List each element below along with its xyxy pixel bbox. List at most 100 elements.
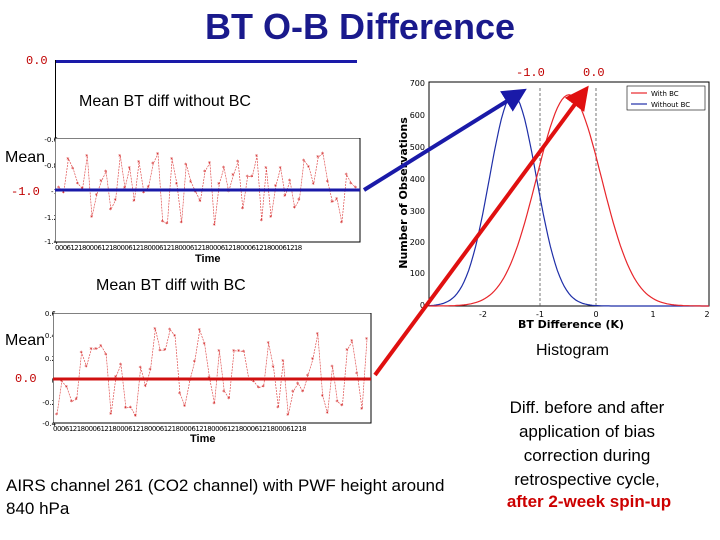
- series-point: *: [307, 165, 310, 172]
- series-point: *: [272, 365, 275, 372]
- series-point: *: [257, 385, 260, 392]
- series-point: *: [279, 165, 282, 172]
- without-bc-timeseries-plot: ********************* ****************** *…: [55, 138, 361, 243]
- series-point: *: [246, 174, 249, 181]
- series-point: *: [360, 407, 363, 414]
- series-point: *: [57, 185, 60, 192]
- series-point: *: [264, 166, 267, 173]
- series-point: *: [217, 181, 220, 188]
- series-point: *: [232, 348, 235, 355]
- series-point: *: [109, 412, 112, 419]
- series-point: *: [316, 154, 319, 161]
- hist-ylabel: Number of Observations: [397, 117, 410, 269]
- series-point: *: [227, 396, 230, 403]
- series-point: *: [104, 169, 107, 176]
- series-point: *: [242, 349, 245, 356]
- arrow-without-bc: [362, 88, 527, 192]
- series-point: *: [89, 346, 92, 353]
- series-point: *: [153, 327, 156, 334]
- series-point: *: [161, 219, 164, 226]
- channel-note: AIRS channel 261 (CO2 channel) with PWF …: [6, 476, 445, 518]
- hist-ytick: 400: [410, 175, 425, 184]
- zero-reference-vertical: [55, 60, 56, 140]
- series-point: *: [183, 403, 186, 410]
- series-point: *: [355, 371, 358, 378]
- series-point: *: [198, 328, 201, 335]
- series-point: *: [194, 189, 197, 196]
- series-point: *: [62, 190, 65, 197]
- histogram-caption: Histogram: [536, 342, 609, 359]
- series-point: *: [90, 214, 93, 221]
- series-point: *: [173, 334, 176, 341]
- hist-ytick: 200: [410, 238, 425, 247]
- series-point: *: [168, 327, 171, 334]
- series-point: *: [222, 389, 225, 396]
- series-point: *: [250, 174, 253, 181]
- series-point: *: [293, 205, 296, 212]
- series-point: *: [144, 384, 147, 391]
- series-point: *: [231, 173, 234, 180]
- hist-xtick: 2: [704, 310, 709, 319]
- series-point: *: [139, 365, 142, 372]
- series-point: *: [331, 364, 334, 371]
- series-point: *: [296, 381, 299, 388]
- diff-note: Diff. before and after application of bi…: [509, 398, 665, 489]
- hist-xtick: 0: [593, 310, 598, 319]
- series-point: *: [178, 391, 181, 398]
- without-bc-xlabel: Time: [195, 253, 221, 265]
- series-point: *: [198, 199, 201, 206]
- series-point: *: [321, 151, 324, 158]
- series-point: *: [283, 193, 286, 200]
- series-point: *: [203, 169, 206, 176]
- series-point: *: [80, 350, 83, 357]
- series-point: *: [147, 185, 150, 192]
- with-bc-mean-value: 0.0: [15, 372, 37, 386]
- series-point: *: [212, 401, 215, 408]
- series-point: *: [262, 384, 265, 391]
- series-point: *: [217, 349, 220, 356]
- series-point: *: [193, 359, 196, 366]
- series-point: *: [175, 181, 178, 188]
- series-point: *: [267, 341, 270, 348]
- series-point: *: [109, 207, 112, 214]
- series-point: *: [301, 389, 304, 396]
- series-point: *: [132, 199, 135, 206]
- series-point: *: [365, 336, 368, 343]
- series-point: *: [306, 373, 309, 380]
- series-point: *: [137, 160, 140, 167]
- hist-legend-without: Without BC: [651, 101, 690, 109]
- series-point: *: [158, 348, 161, 355]
- series-point: *: [188, 378, 191, 385]
- with-bc-xlabel: Time: [190, 433, 216, 445]
- page-title: BT O-B Difference: [204, 6, 516, 47]
- series-point: *: [260, 218, 263, 225]
- series-point: *: [55, 412, 58, 419]
- with-bc-xticks: 0006121800061218000612180006121800061218…: [53, 425, 307, 433]
- series-point: *: [291, 389, 294, 396]
- without-bc-label: Mean BT diff without BC: [79, 93, 251, 110]
- top-zero-label: 0.0: [26, 54, 48, 68]
- series-point: *: [227, 189, 230, 196]
- series-point: *: [151, 161, 154, 168]
- series-point: *: [129, 405, 132, 412]
- series-point: *: [76, 181, 79, 188]
- series-point: *: [222, 165, 225, 172]
- hist-xtick: -2: [479, 310, 487, 319]
- series-point: *: [184, 162, 187, 169]
- series-point: *: [213, 222, 216, 229]
- series-point: *: [335, 399, 338, 406]
- hist-curve-without-bc: [428, 94, 709, 307]
- hist-ytick: 500: [410, 143, 425, 152]
- series-point: *: [95, 192, 98, 199]
- with-bc-mean-label: Mean: [5, 332, 46, 349]
- series-point: *: [124, 405, 127, 412]
- hist-xtick: -1: [536, 310, 544, 319]
- series-point: *: [236, 159, 239, 166]
- with-bc-label: Mean BT diff with BC: [96, 277, 246, 294]
- series-point: *: [170, 157, 173, 164]
- series-point: *: [247, 377, 250, 384]
- series-point: *: [99, 344, 102, 351]
- series-point: *: [94, 347, 97, 354]
- series-point: *: [321, 394, 324, 401]
- series-point: *: [180, 220, 183, 227]
